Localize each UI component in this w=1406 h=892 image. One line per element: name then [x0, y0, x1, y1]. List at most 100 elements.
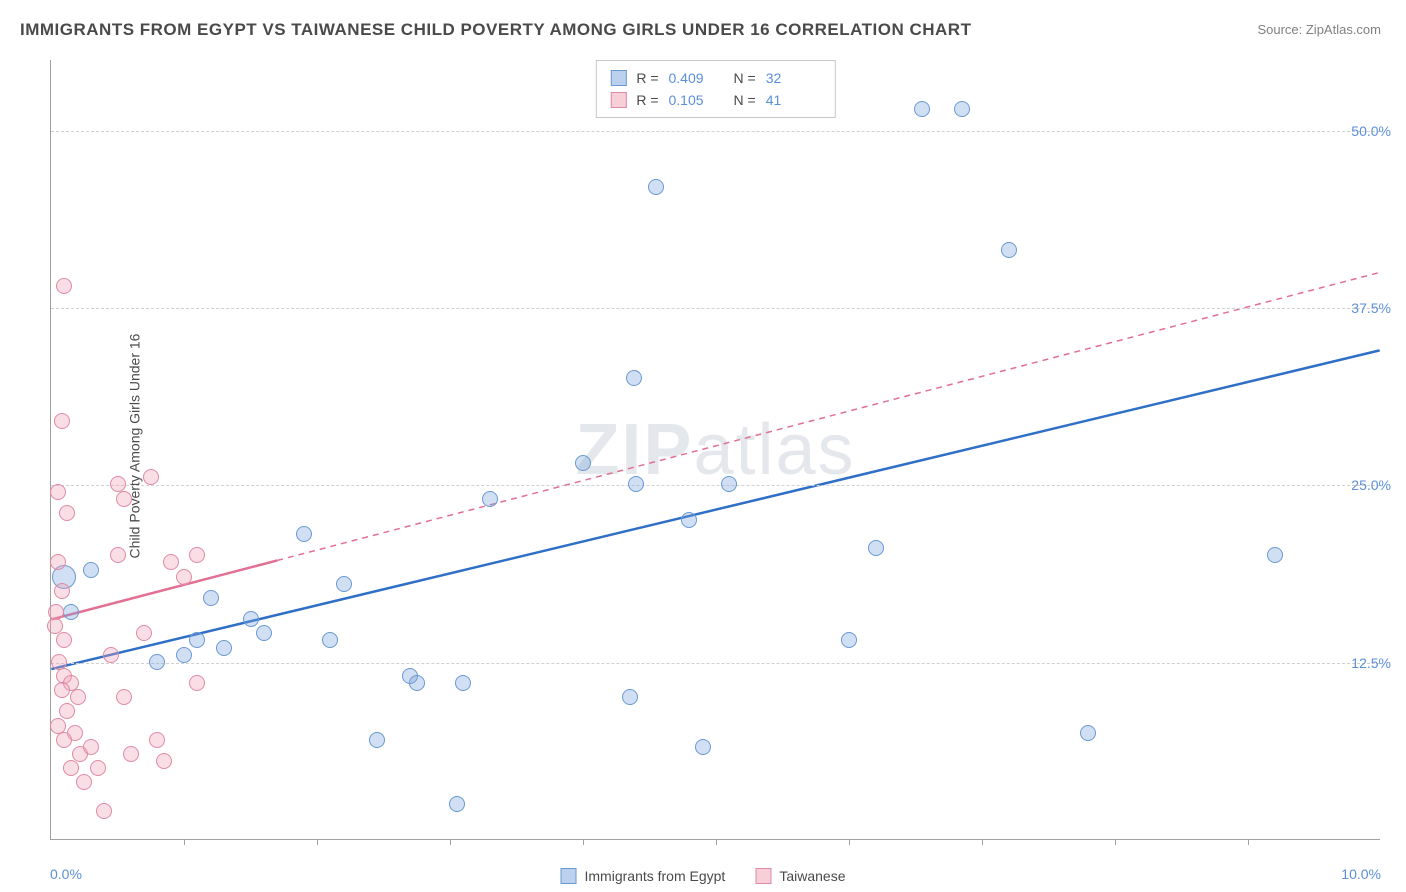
- bottom-legend-item-s1: Immigrants from Egypt: [561, 868, 726, 884]
- gridline-horizontal: [51, 131, 1380, 132]
- legend-swatch-s1: [561, 868, 577, 884]
- scatter-point-s1: [216, 640, 232, 656]
- x-tick: [982, 839, 983, 845]
- scatter-point-s1: [149, 654, 165, 670]
- scatter-point-s1: [455, 675, 471, 691]
- watermark-rest: atlas: [693, 410, 855, 490]
- scatter-point-s2: [59, 703, 75, 719]
- chart-title: IMMIGRANTS FROM EGYPT VS TAIWANESE CHILD…: [20, 20, 971, 40]
- legend-label: Immigrants from Egypt: [585, 868, 726, 884]
- r-value: 0.105: [669, 92, 724, 108]
- scatter-point-s1: [176, 647, 192, 663]
- x-tick: [1248, 839, 1249, 845]
- scatter-point-s2: [189, 547, 205, 563]
- scatter-point-s1: [449, 796, 465, 812]
- scatter-point-s2: [83, 739, 99, 755]
- scatter-point-s2: [56, 732, 72, 748]
- scatter-point-s1: [622, 689, 638, 705]
- scatter-point-s2: [189, 675, 205, 691]
- scatter-point-s2: [123, 746, 139, 762]
- scatter-point-s2: [76, 774, 92, 790]
- scatter-point-s2: [90, 760, 106, 776]
- r-value: 0.409: [669, 70, 724, 86]
- trend-line-dashed-s2: [277, 272, 1379, 560]
- scatter-point-s2: [54, 583, 70, 599]
- y-tick-label: 37.5%: [1351, 300, 1391, 316]
- x-axis-min-label: 0.0%: [50, 866, 82, 882]
- x-tick: [450, 839, 451, 845]
- r-label: R =: [636, 92, 658, 108]
- scatter-point-s1: [1080, 725, 1096, 741]
- scatter-point-s2: [50, 484, 66, 500]
- scatter-point-s1: [914, 101, 930, 117]
- legend-swatch-s1: [610, 70, 626, 86]
- scatter-point-s1: [628, 476, 644, 492]
- x-tick: [716, 839, 717, 845]
- scatter-point-s1: [203, 590, 219, 606]
- gridline-horizontal: [51, 308, 1380, 309]
- scatter-point-s2: [136, 625, 152, 641]
- stats-row-s2: R = 0.105 N = 41: [610, 89, 820, 111]
- legend-swatch-s2: [610, 92, 626, 108]
- y-tick-label: 50.0%: [1351, 123, 1391, 139]
- scatter-point-s1: [296, 526, 312, 542]
- scatter-point-s1: [575, 455, 591, 471]
- n-value: 41: [766, 92, 821, 108]
- trend-lines-svg: [51, 60, 1380, 839]
- scatter-point-s1: [322, 632, 338, 648]
- scatter-point-s2: [116, 689, 132, 705]
- bottom-legend-item-s2: Taiwanese: [755, 868, 845, 884]
- scatter-point-s2: [143, 469, 159, 485]
- scatter-point-s1: [1001, 242, 1017, 258]
- x-tick: [317, 839, 318, 845]
- x-tick: [583, 839, 584, 845]
- scatter-point-s2: [110, 547, 126, 563]
- scatter-point-s2: [70, 689, 86, 705]
- source-link[interactable]: ZipAtlas.com: [1306, 22, 1381, 37]
- scatter-point-s2: [116, 491, 132, 507]
- x-tick: [184, 839, 185, 845]
- scatter-point-s1: [695, 739, 711, 755]
- scatter-point-s1: [83, 562, 99, 578]
- scatter-point-s1: [648, 179, 664, 195]
- source-label: Source:: [1257, 22, 1305, 37]
- scatter-point-s2: [56, 632, 72, 648]
- y-tick-label: 12.5%: [1351, 655, 1391, 671]
- scatter-point-s1: [336, 576, 352, 592]
- n-label: N =: [734, 70, 756, 86]
- chart-plot-area: ZIPatlas R =0.409N =32R =0.105N =41: [50, 60, 1380, 840]
- scatter-point-s1: [954, 101, 970, 117]
- scatter-point-s2: [96, 803, 112, 819]
- x-tick: [1115, 839, 1116, 845]
- scatter-point-s1: [482, 491, 498, 507]
- gridline-horizontal: [51, 485, 1380, 486]
- scatter-point-s2: [59, 505, 75, 521]
- watermark: ZIPatlas: [575, 409, 855, 491]
- source-attribution: Source: ZipAtlas.com: [1257, 22, 1381, 37]
- y-tick-label: 25.0%: [1351, 477, 1391, 493]
- scatter-point-s2: [54, 413, 70, 429]
- legend-swatch-s2: [755, 868, 771, 884]
- scatter-point-s1: [841, 632, 857, 648]
- stats-legend-box: R =0.409N =32R =0.105N =41: [595, 60, 835, 118]
- n-label: N =: [734, 92, 756, 108]
- scatter-point-s2: [56, 278, 72, 294]
- scatter-point-s1: [63, 604, 79, 620]
- scatter-point-s1: [369, 732, 385, 748]
- scatter-point-s2: [103, 647, 119, 663]
- scatter-point-s1: [868, 540, 884, 556]
- scatter-point-s2: [163, 554, 179, 570]
- scatter-point-s1: [1267, 547, 1283, 563]
- x-tick: [849, 839, 850, 845]
- scatter-point-s1: [626, 370, 642, 386]
- scatter-point-s2: [176, 569, 192, 585]
- scatter-point-s1: [681, 512, 697, 528]
- r-label: R =: [636, 70, 658, 86]
- gridline-horizontal: [51, 663, 1380, 664]
- stats-row-s1: R =0.409N =32: [610, 67, 820, 89]
- scatter-point-s2: [47, 618, 63, 634]
- scatter-point-s1: [189, 632, 205, 648]
- scatter-point-s1: [256, 625, 272, 641]
- bottom-legend: Immigrants from Egypt Taiwanese: [561, 868, 846, 884]
- legend-label: Taiwanese: [779, 868, 845, 884]
